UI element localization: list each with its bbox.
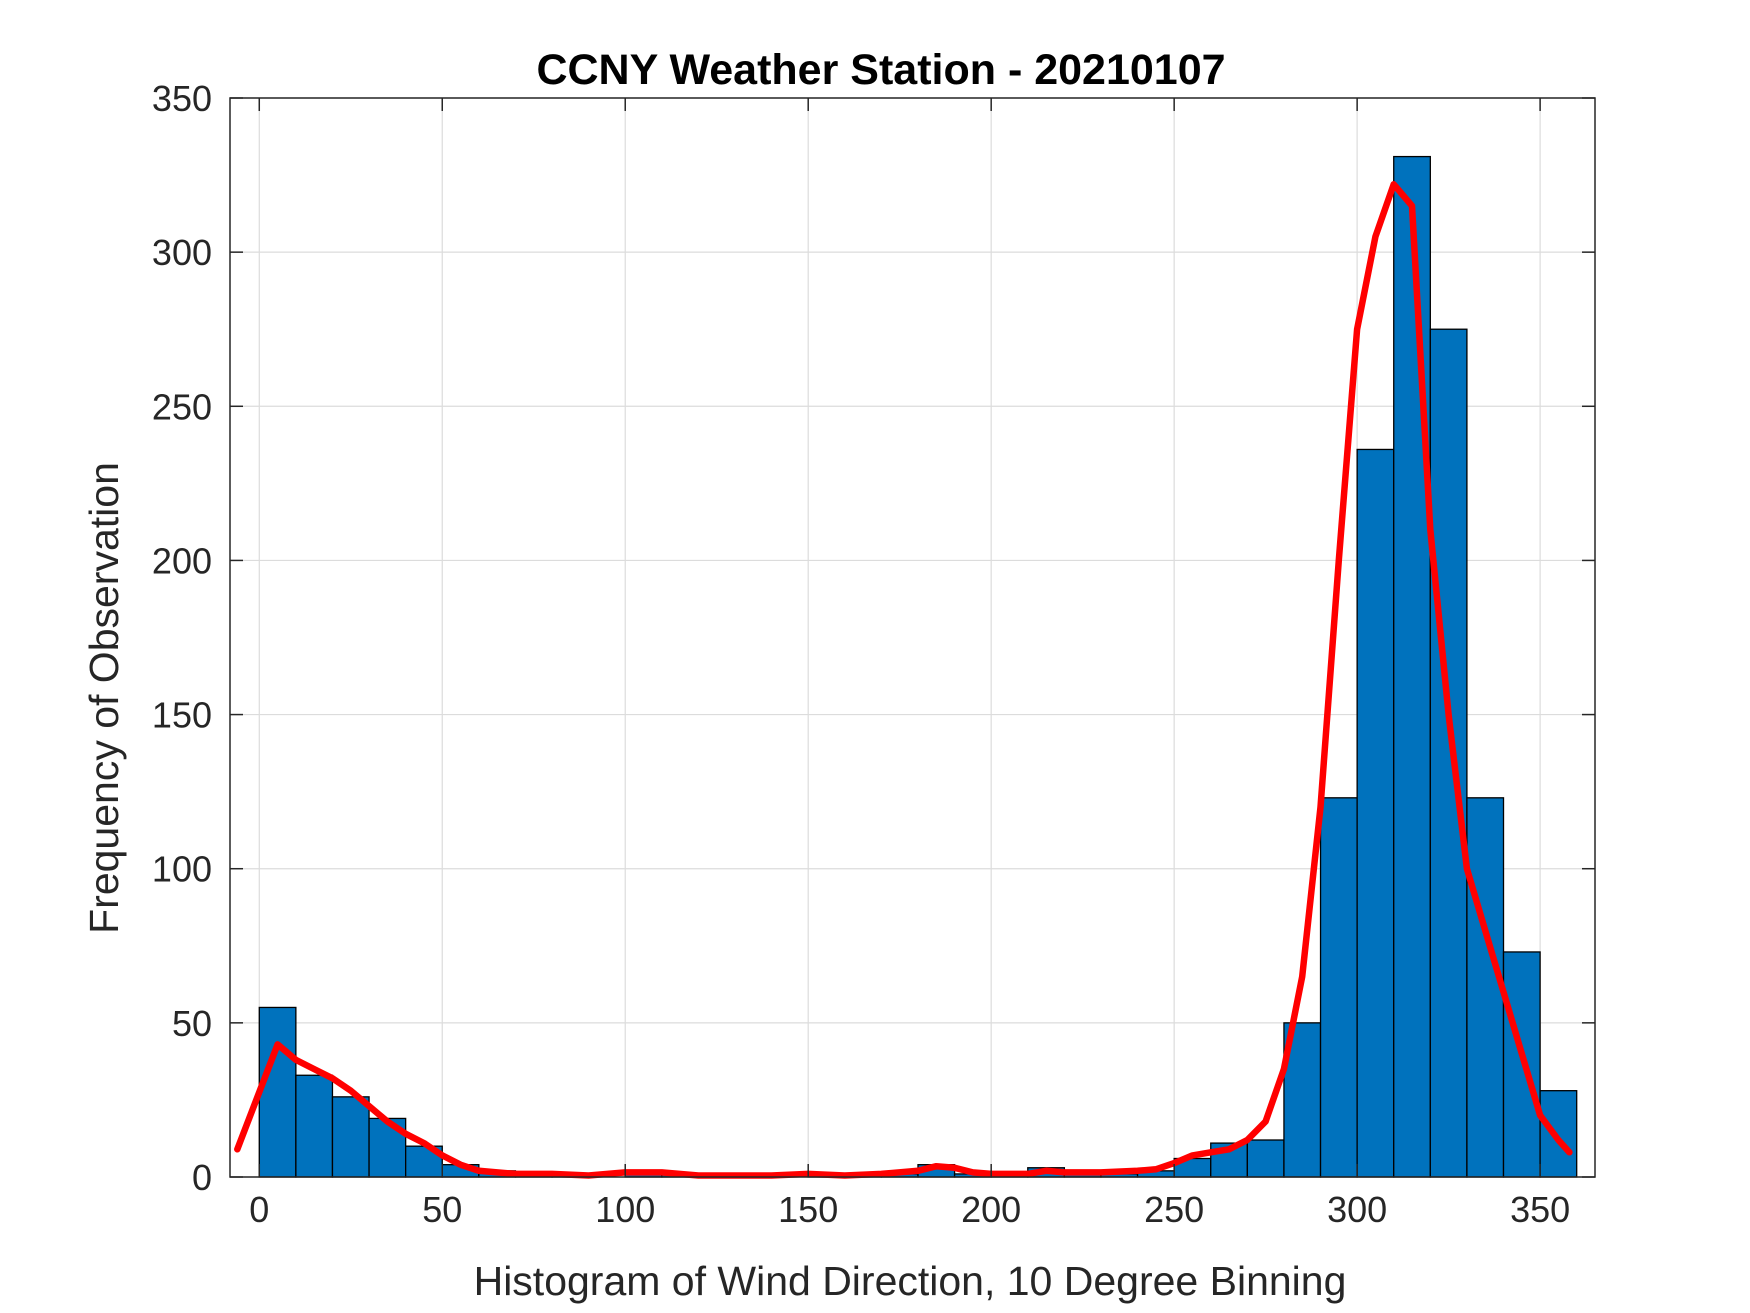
x-tick-label: 350	[1510, 1189, 1570, 1230]
x-axis-label: Histogram of Wind Direction, 10 Degree B…	[474, 1258, 1347, 1304]
y-tick-labels: 0 50 100 150 200 250 300 350	[152, 78, 212, 1198]
histogram-bar	[1466, 797, 1505, 1178]
y-tick-label: 200	[152, 540, 212, 581]
histogram-bar	[295, 1074, 334, 1178]
x-tick-label: 100	[595, 1189, 655, 1230]
histogram-bar	[1393, 155, 1431, 1178]
y-tick-label: 100	[152, 849, 212, 890]
x-tick-label: 150	[778, 1189, 838, 1230]
histogram-bars	[258, 155, 1578, 1178]
x-tick-label: 200	[961, 1189, 1021, 1230]
y-tick-label: 250	[152, 386, 212, 427]
y-tick-label: 350	[152, 78, 212, 119]
y-tick-label: 0	[192, 1157, 212, 1198]
chart-title: CCNY Weather Station - 20210107	[536, 46, 1225, 94]
histogram-bar	[1429, 328, 1468, 1178]
axis-ticks	[230, 97, 1595, 1178]
x-tick-label: 50	[422, 1189, 462, 1230]
x-tick-label: 250	[1144, 1189, 1204, 1230]
plot-frame	[229, 97, 1596, 1178]
x-tick-label: 300	[1327, 1189, 1387, 1230]
y-tick-label: 300	[152, 232, 212, 273]
x-tick-labels: 0 50 100 150 200 250 300 350	[249, 1189, 1570, 1230]
histogram-bar	[1539, 1090, 1578, 1178]
histogram-bar	[331, 1096, 370, 1178]
y-tick-label: 150	[152, 695, 212, 736]
y-axis-label: Frequency of Observation	[81, 462, 127, 934]
histogram-bar	[258, 1006, 297, 1178]
histogram-bar	[1319, 797, 1358, 1178]
histogram-bar	[1356, 448, 1395, 1178]
histogram-bar	[1246, 1139, 1285, 1178]
x-tick-label: 0	[249, 1189, 269, 1230]
y-tick-label: 50	[172, 1003, 212, 1044]
